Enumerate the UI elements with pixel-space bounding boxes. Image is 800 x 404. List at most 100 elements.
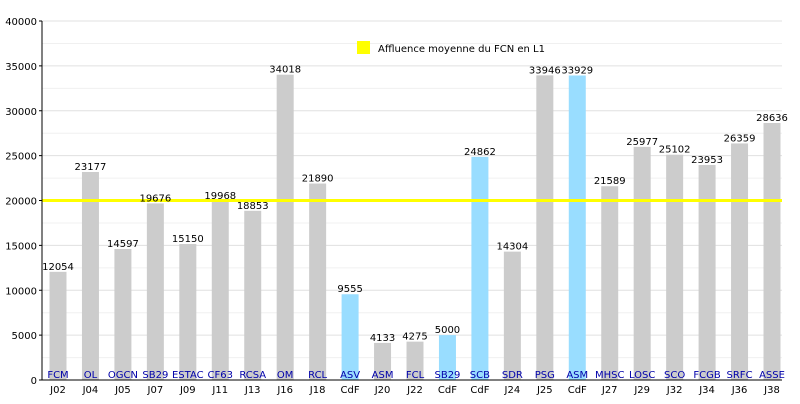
x-tick-label: J36 <box>731 385 748 396</box>
data-label: 26359 <box>724 133 756 144</box>
x-tick-label: J24 <box>504 385 521 396</box>
x-tick-label: J18 <box>309 385 326 396</box>
data-label: 34018 <box>269 65 301 76</box>
bar <box>633 146 651 380</box>
bar <box>309 183 327 380</box>
team-label: ASM <box>372 370 394 381</box>
bar <box>666 154 684 380</box>
bar <box>211 200 229 380</box>
bar <box>536 75 554 380</box>
x-tick-label: J38 <box>763 385 780 396</box>
team-label: ASV <box>340 370 360 381</box>
y-tick-label: 5000 <box>12 331 37 342</box>
x-tick-label: J07 <box>147 385 164 396</box>
data-label: 14304 <box>496 242 528 253</box>
team-label: MHSC <box>595 370 624 381</box>
data-label: 5000 <box>435 325 460 336</box>
team-label: PSG <box>535 370 555 381</box>
bar <box>374 342 392 380</box>
x-tick-label: J16 <box>276 385 293 396</box>
team-label: ASSE <box>759 370 785 381</box>
bar <box>146 203 164 380</box>
data-label: 23953 <box>691 155 723 166</box>
x-tick-label: J11 <box>211 385 228 396</box>
team-label: RCL <box>308 370 327 381</box>
team-label: ESTAC <box>172 370 204 381</box>
y-tick-label: 10000 <box>5 286 37 297</box>
y-tick-label: 0 <box>31 376 37 387</box>
bar <box>341 294 359 380</box>
bar <box>731 143 749 380</box>
data-label: 24862 <box>464 147 496 158</box>
bar <box>471 156 489 380</box>
data-label: 14597 <box>107 239 139 250</box>
x-tick-label: CdF <box>438 385 457 396</box>
x-tick-label: J13 <box>244 385 261 396</box>
team-label: SB29 <box>434 370 460 381</box>
data-label: 28636 <box>756 113 788 124</box>
bar <box>49 271 67 380</box>
data-label: 9555 <box>337 284 362 295</box>
bar <box>601 186 619 380</box>
y-tick-label: 40000 <box>5 17 37 28</box>
team-label: RCSA <box>239 370 266 381</box>
team-label: SDR <box>502 370 523 381</box>
x-tick-label: J05 <box>114 385 131 396</box>
team-label: LOSC <box>629 370 655 381</box>
data-label: 18853 <box>237 201 269 212</box>
data-label: 15150 <box>172 234 204 245</box>
bar <box>503 251 521 380</box>
team-label: ASM <box>566 370 588 381</box>
team-label: OL <box>84 370 98 381</box>
x-tick-label: J25 <box>536 385 553 396</box>
team-label: SRFC <box>727 370 753 381</box>
y-tick-label: 35000 <box>5 62 37 73</box>
team-label: FCM <box>47 370 68 381</box>
x-tick-label: J04 <box>82 385 99 396</box>
data-label: 21589 <box>594 176 626 187</box>
bar <box>276 74 294 381</box>
bar <box>698 165 716 380</box>
data-label: 4275 <box>402 332 427 343</box>
x-tick-label: J27 <box>601 385 618 396</box>
y-tick-label: 25000 <box>5 152 37 163</box>
bar <box>568 75 586 380</box>
y-tick-label: 20000 <box>5 197 37 208</box>
x-tick-label: CdF <box>470 385 489 396</box>
team-label: SB29 <box>142 370 168 381</box>
x-tick-label: J29 <box>633 385 650 396</box>
y-tick-label: 30000 <box>5 107 37 118</box>
data-label: 33946 <box>529 65 561 76</box>
data-label: 23177 <box>75 162 107 173</box>
bar <box>438 335 456 380</box>
bar <box>406 341 424 380</box>
x-tick-label: J34 <box>698 385 715 396</box>
bar <box>179 244 197 380</box>
x-tick-label: J20 <box>374 385 391 396</box>
bar <box>81 171 99 380</box>
team-label: CF63 <box>208 370 233 381</box>
x-tick-label: J22 <box>406 385 423 396</box>
x-tick-label: CdF <box>341 385 360 396</box>
x-tick-label: J02 <box>49 385 66 396</box>
data-label: 25102 <box>659 145 691 156</box>
y-tick-label: 15000 <box>5 241 37 252</box>
legend-swatch <box>357 41 370 54</box>
bar <box>114 248 132 380</box>
data-label: 19968 <box>204 191 236 202</box>
bar <box>244 210 262 380</box>
x-tick-label: J09 <box>179 385 196 396</box>
team-label: SCB <box>470 370 490 381</box>
bar <box>763 122 781 381</box>
team-label: SCO <box>664 370 685 381</box>
team-label: FCGB <box>693 370 720 381</box>
legend: Affluence moyenne du FCN en L1 <box>357 41 545 55</box>
x-tick-label: J32 <box>666 385 683 396</box>
data-label: 21890 <box>302 174 334 185</box>
x-tick-label: CdF <box>568 385 587 396</box>
team-label: OM <box>277 370 294 381</box>
data-label: 33929 <box>561 65 593 76</box>
data-label: 19676 <box>139 193 171 204</box>
data-label: 25977 <box>626 137 658 148</box>
